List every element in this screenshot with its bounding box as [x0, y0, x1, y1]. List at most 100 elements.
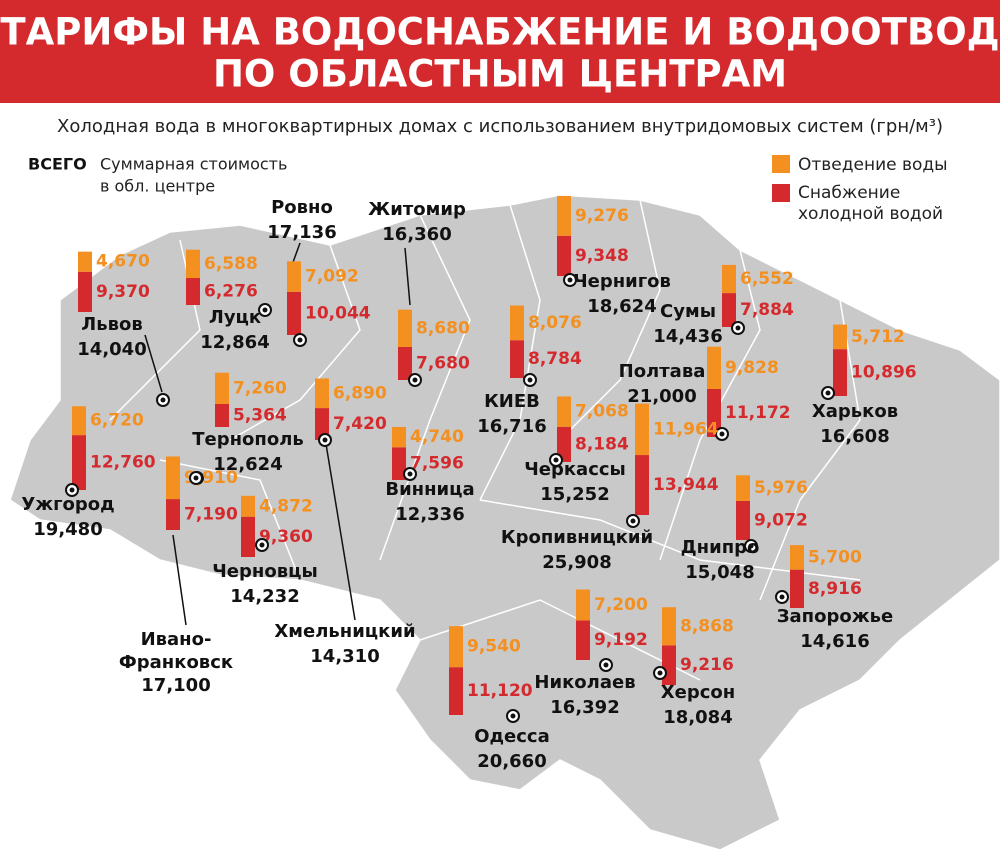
- city-total: 15,048: [685, 562, 754, 583]
- supply-bar: [557, 235, 571, 276]
- drainage-bar: [166, 456, 180, 500]
- drainage-bar: [707, 346, 721, 389]
- city-total: 15,252: [540, 484, 609, 505]
- city-name: КИЕВ: [484, 391, 540, 412]
- city-dot-core: [510, 713, 516, 719]
- drainage-bar: [510, 305, 524, 341]
- city-dot-core: [567, 277, 573, 283]
- city-dot-core: [735, 325, 741, 331]
- supply-bar: [510, 340, 524, 378]
- drainage-bar: [833, 324, 847, 350]
- supply-bar: [722, 293, 736, 327]
- drainage-bar: [186, 249, 200, 279]
- supply-bar: [790, 569, 804, 608]
- drainage-label: 6,552: [740, 269, 794, 289]
- city-dot-core: [297, 337, 303, 343]
- drainage-bar: [315, 378, 329, 409]
- drainage-label: 9,276: [575, 206, 629, 226]
- city-total: 12,864: [200, 332, 269, 353]
- drainage-bar: [576, 589, 590, 621]
- title: ТАРИФЫ НА ВОДОСНАБЖЕНИЕ И ВОДООТВОД: [0, 11, 999, 54]
- supply-bar: [287, 291, 301, 335]
- legend-total-key: ВСЕГО: [28, 155, 87, 174]
- title: ПО ОБЛАСТНЫМ ЦЕНТРАМ: [213, 53, 787, 96]
- city-name: Николаев: [534, 672, 635, 693]
- city-total: 14,040: [77, 339, 146, 360]
- supply-bar: [635, 455, 649, 515]
- legend-total-desc: Суммарная стоимость: [100, 155, 287, 174]
- supply-label: 6,276: [204, 282, 258, 302]
- supply-label: 12,760: [90, 453, 156, 473]
- legend-drainage: Отведение воды: [798, 155, 948, 175]
- city-total: 18,624: [587, 296, 656, 317]
- city-name: Запорожье: [777, 606, 894, 627]
- subtitle: Холодная вода в многоквартирных домах с …: [57, 116, 943, 137]
- city-dot-core: [193, 475, 199, 481]
- drainage-bar: [557, 195, 571, 236]
- city-total: 19,480: [33, 519, 102, 540]
- supply-bar: [215, 403, 229, 427]
- supply-bar: [662, 645, 676, 685]
- drainage-label: 5,976: [754, 478, 808, 498]
- city-name: Харьков: [812, 401, 898, 422]
- supply-label: 7,884: [740, 300, 794, 320]
- city-total: 21,000: [627, 386, 696, 407]
- drainage-label: 7,200: [594, 595, 648, 615]
- legend-swatch: [772, 155, 790, 173]
- city-total: 12,336: [395, 504, 464, 525]
- supply-bar: [186, 278, 200, 305]
- city-name: Кропивницкий: [501, 527, 653, 548]
- city-dot-core: [262, 307, 268, 313]
- city-name: Винница: [385, 479, 474, 500]
- supply-label: 7,420: [333, 414, 387, 434]
- city-total: 16,716: [477, 416, 546, 437]
- drainage-bar: [287, 261, 301, 292]
- city-dot-core: [407, 471, 413, 477]
- supply-label: 7,190: [184, 505, 238, 525]
- drainage-bar: [722, 264, 736, 294]
- supply-label: 9,072: [754, 510, 808, 530]
- drainage-bar: [557, 396, 571, 427]
- city-name: Луцк: [209, 307, 261, 328]
- supply-label: 9,216: [680, 655, 734, 675]
- drainage-label: 7,092: [305, 267, 359, 287]
- drainage-label: 7,068: [575, 402, 629, 422]
- pointers: [144, 242, 411, 626]
- supply-bar: [315, 408, 329, 440]
- city-dot-core: [779, 594, 785, 600]
- city-total: 14,616: [800, 631, 869, 652]
- drainage-bar: [662, 607, 676, 646]
- city-name: Полтава: [619, 361, 706, 382]
- supply-label: 11,172: [725, 403, 791, 423]
- city-dot-core: [412, 377, 418, 383]
- map: [9, 194, 1000, 851]
- supply-label: 5,364: [233, 405, 287, 425]
- drainage-label: 8,868: [680, 616, 734, 636]
- city-dot-core: [527, 377, 533, 383]
- city-name: Сумы: [660, 301, 716, 322]
- city-total: 12,624: [213, 454, 282, 475]
- city-dot-core: [160, 397, 166, 403]
- drainage-label: 8,680: [416, 318, 470, 338]
- drainage-bar: [241, 495, 255, 517]
- city-name: Тернополь: [192, 429, 304, 450]
- city-total: 20,660: [477, 751, 546, 772]
- supply-label: 10,896: [851, 363, 917, 383]
- drainage-bar: [392, 426, 406, 448]
- supply-bar: [241, 516, 255, 557]
- supply-bar: [78, 271, 92, 312]
- drainage-label: 9,540: [467, 637, 521, 657]
- drainage-bar: [790, 545, 804, 570]
- city-dot-core: [630, 518, 636, 524]
- drainage-bar: [398, 309, 412, 347]
- supply-bar: [166, 499, 180, 530]
- supply-label: 8,916: [808, 579, 862, 599]
- drainage-bar: [736, 475, 750, 501]
- city-name: Хмельницкий: [274, 621, 415, 642]
- supply-label: 7,680: [416, 353, 470, 373]
- city-dot-core: [825, 390, 831, 396]
- legend-supply: Снабжение: [798, 183, 900, 203]
- drainage-bar: [78, 251, 92, 272]
- city-name: Днипро: [681, 537, 760, 558]
